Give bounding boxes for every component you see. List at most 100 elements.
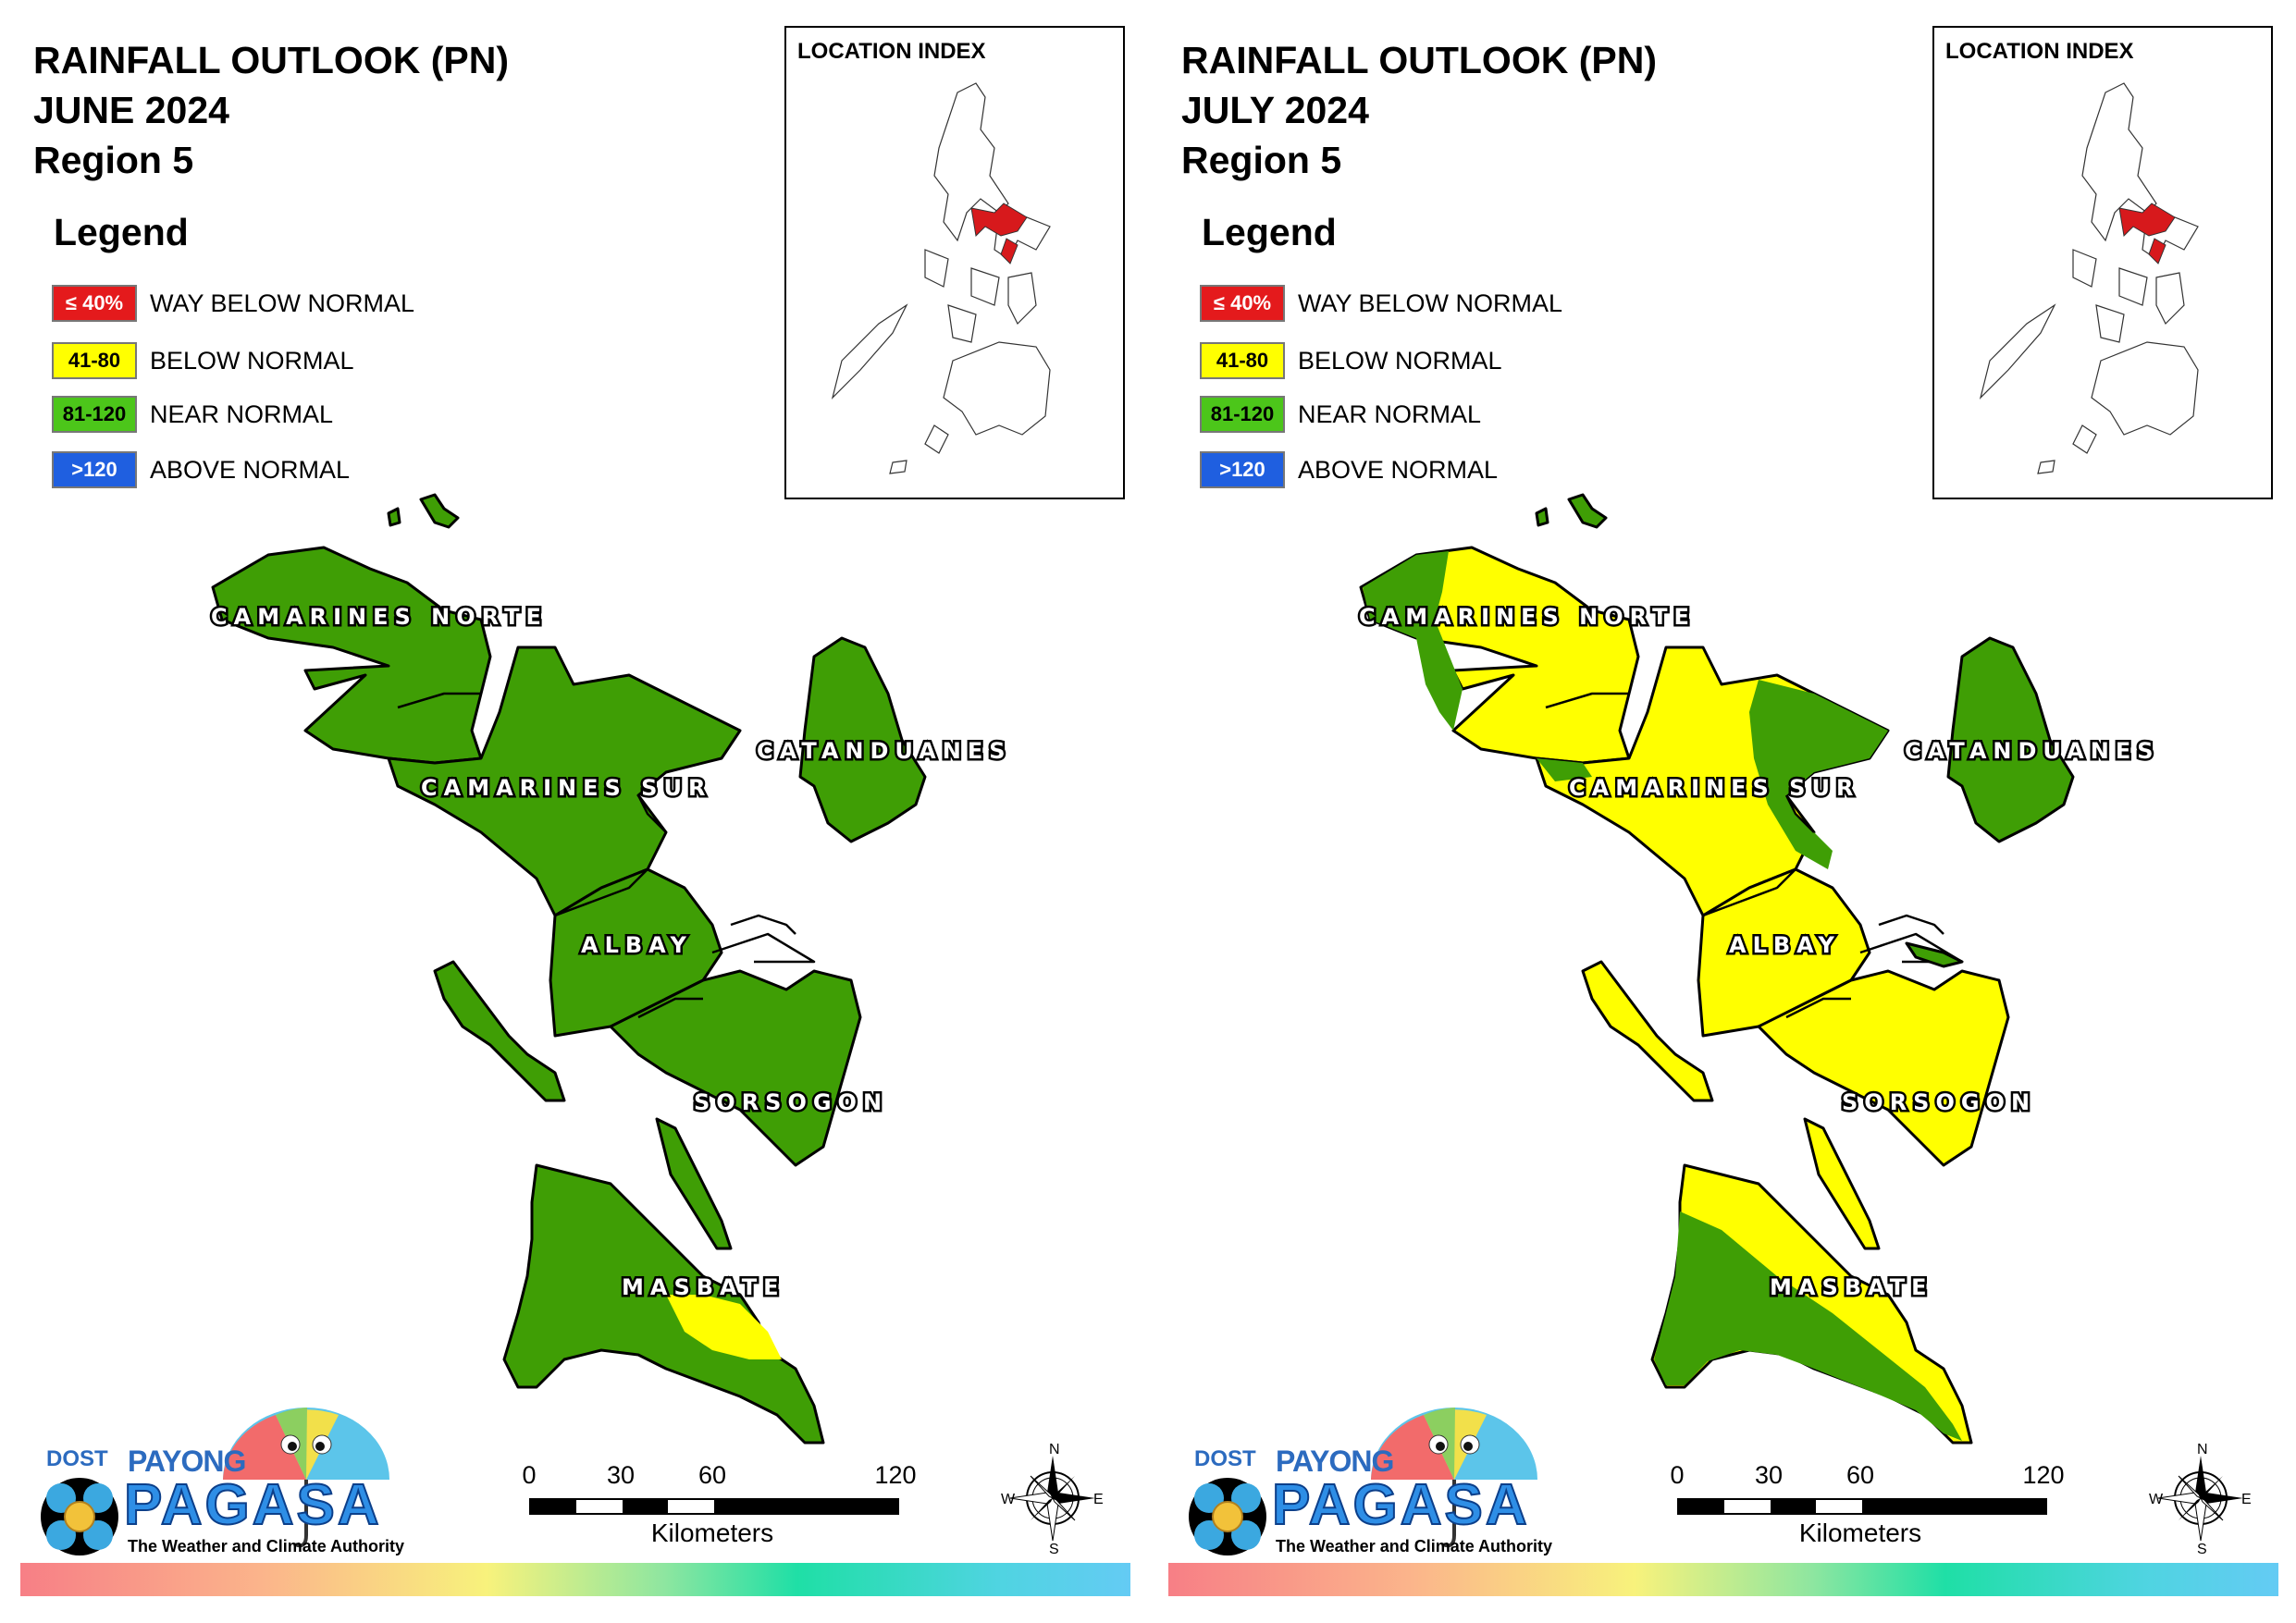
legend-item-above: >120 ABOVE NORMAL — [52, 449, 350, 490]
label-albay: ALBAY — [581, 932, 693, 958]
legend-label: WAY BELOW NORMAL — [1298, 289, 1563, 317]
panel-june: RAINFALL OUTLOOK (PN) JUNE 2024 Region 5… — [20, 26, 1130, 1596]
catanduanes-shape — [1946, 636, 2075, 843]
legend-item-way-below: ≤ 40% WAY BELOW NORMAL — [52, 283, 414, 324]
title-line-1: RAINFALL OUTLOOK (PN) — [33, 39, 509, 81]
legend: Legend ≤ 40% WAY BELOW NORMAL 41-80 BELO… — [52, 211, 414, 488]
compass-n: N — [1049, 1443, 1060, 1457]
legend-label: NEAR NORMAL — [1298, 400, 1482, 428]
scale-units: Kilometers — [1798, 1518, 1922, 1547]
compass-w: W — [2149, 1492, 2164, 1507]
scale-tick: 120 — [874, 1461, 917, 1489]
burias-island-shape — [1581, 960, 1714, 1102]
logo-tagline: The Weather and Climate Authority — [128, 1537, 405, 1555]
logo-payong: PAYONG — [128, 1445, 246, 1478]
sorsogon-shape — [1757, 969, 2010, 1167]
camarines-sur-shape — [387, 646, 742, 917]
legend-item-above: >120 ABOVE NORMAL — [1200, 449, 1498, 490]
compass-w: W — [1001, 1492, 1016, 1507]
legend-label: ABOVE NORMAL — [1298, 455, 1499, 484]
legend-swatch: >120 — [52, 451, 137, 488]
scale-tick: 30 — [606, 1461, 636, 1489]
legend-heading: Legend — [54, 211, 189, 253]
masbate-below-normal-area — [666, 1295, 782, 1359]
label-albay: ALBAY — [1729, 932, 1841, 958]
camarines-norte-near-normal-area — [1363, 551, 1463, 731]
legend-swatch: ≤ 40% — [52, 285, 137, 322]
burias-island-shape — [433, 960, 566, 1102]
legend-label: BELOW NORMAL — [150, 346, 354, 375]
logo-tagline: The Weather and Climate Authority — [1276, 1537, 1553, 1555]
legend-swatch: >120 — [1200, 451, 1285, 488]
label-camarines-norte: CAMARINES NORTE — [211, 604, 548, 630]
label-catanduanes: CATANDUANES — [1905, 738, 2160, 764]
map-title: RAINFALL OUTLOOK (PN) JULY 2024 Region 5 — [1181, 35, 1657, 185]
umbrella-logo-icon — [41, 1408, 389, 1555]
title-line-1: RAINFALL OUTLOOK (PN) — [1181, 39, 1657, 81]
logo-pagasa: PAGASA — [1271, 1472, 1530, 1538]
payong-pagasa-logo: DOST PAYONG PAGASA The Weather and Clima… — [33, 1387, 405, 1563]
legend-swatch: 41-80 — [1200, 342, 1285, 379]
ticao-island-shape — [655, 1117, 733, 1250]
scale-bar: 0 30 60 120 Kilometers — [1670, 1461, 2064, 1547]
legend-label: WAY BELOW NORMAL — [150, 289, 415, 317]
footer-gradient-bar — [1168, 1563, 2278, 1596]
camarines-norte-shape — [211, 546, 492, 765]
philippines-outline — [831, 82, 1051, 474]
scale-tick: 30 — [1754, 1461, 1784, 1489]
panel-july: RAINFALL OUTLOOK (PN) JULY 2024 Region 5… — [1148, 0, 2296, 1623]
legend-item-below: 41-80 BELOW NORMAL — [52, 340, 354, 381]
compass-e: E — [2241, 1492, 2252, 1507]
inset-title: LOCATION INDEX — [1945, 39, 2134, 64]
masbate-shape — [502, 1163, 825, 1445]
compass-rose-icon: N S E W — [2149, 1443, 2252, 1554]
legend-swatch: 41-80 — [52, 342, 137, 379]
title-region: Region 5 — [33, 139, 194, 181]
scale-units: Kilometers — [650, 1518, 774, 1547]
map-title: RAINFALL OUTLOOK (PN) JUNE 2024 Region 5 — [33, 35, 509, 185]
region5-map: CAMARINES NORTE CAMARINES SUR CATANDUANE… — [1357, 493, 2160, 1445]
legend-label: BELOW NORMAL — [1298, 346, 1502, 375]
camarines-sur-near-normal-area — [1749, 680, 1888, 869]
masbate-near-normal-area — [1654, 1211, 1962, 1441]
legend-swatch: 81-120 — [52, 396, 137, 433]
legend-label: ABOVE NORMAL — [150, 455, 351, 484]
legend-item-below: 41-80 BELOW NORMAL — [1200, 340, 1502, 381]
legend-swatch: 81-120 — [1200, 396, 1285, 433]
payong-pagasa-logo: DOST PAYONG PAGASA The Weather and Clima… — [1181, 1387, 1553, 1563]
legend: Legend ≤ 40% WAY BELOW NORMAL 41-80 BELO… — [1200, 211, 1562, 488]
label-camarines-sur: CAMARINES SUR — [1569, 775, 1859, 801]
scale-tick: 0 — [1670, 1461, 1685, 1489]
legend-swatch: ≤ 40% — [1200, 285, 1285, 322]
logo-dost: DOST — [46, 1446, 108, 1471]
umbrella-logo-icon — [1189, 1408, 1537, 1555]
camarines-sur-coast-near-normal — [1537, 758, 1592, 781]
label-camarines-sur: CAMARINES SUR — [421, 775, 711, 801]
scale-bar-graphic — [1677, 1498, 2047, 1515]
title-month: JUNE 2024 — [33, 89, 229, 131]
title-region: Region 5 — [1181, 139, 1342, 181]
location-index-inset: LOCATION INDEX — [784, 26, 1125, 499]
logo-dost: DOST — [1194, 1446, 1256, 1471]
label-catanduanes: CATANDUANES — [757, 738, 1012, 764]
compass-rose-icon: N S E W — [1001, 1443, 1104, 1554]
ticao-island-shape — [1803, 1117, 1881, 1250]
legend-item-near: 81-120 NEAR NORMAL — [52, 394, 333, 435]
location-index-inset: LOCATION INDEX — [1932, 26, 2273, 499]
logo-pagasa: PAGASA — [123, 1472, 382, 1538]
catanduanes-shape — [798, 636, 927, 843]
label-camarines-norte: CAMARINES NORTE — [1359, 604, 1696, 630]
scale-tick: 0 — [522, 1461, 537, 1489]
label-sorsogon: SORSOGON — [1842, 1089, 2036, 1115]
sorsogon-shape — [609, 969, 862, 1167]
scale-bar-graphic — [529, 1498, 899, 1515]
legend-label: NEAR NORMAL — [150, 400, 334, 428]
region5-map: CAMARINES NORTE CAMARINES SUR CATANDUANE… — [209, 493, 1012, 1445]
scale-tick: 120 — [2022, 1461, 2065, 1489]
legend-heading: Legend — [1202, 211, 1337, 253]
legend-item-way-below: ≤ 40% WAY BELOW NORMAL — [1200, 283, 1562, 324]
label-sorsogon: SORSOGON — [694, 1089, 888, 1115]
philippines-outline — [1979, 82, 2199, 474]
footer-gradient-bar — [20, 1563, 1130, 1596]
scale-tick: 60 — [1845, 1461, 1875, 1489]
